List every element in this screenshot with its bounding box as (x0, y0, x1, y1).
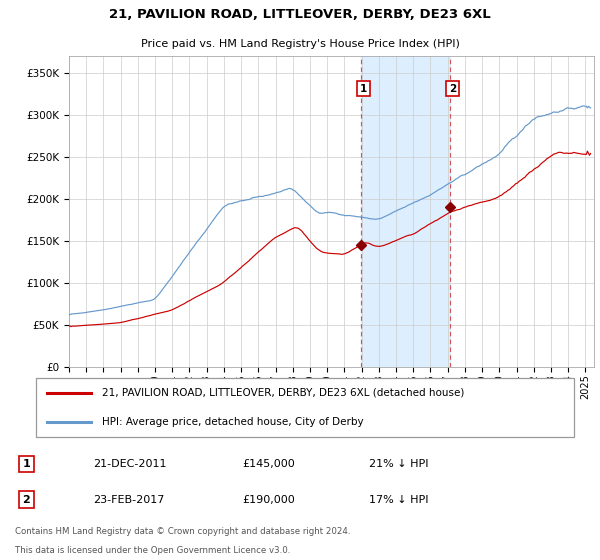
Text: 2: 2 (449, 83, 457, 94)
Text: £145,000: £145,000 (242, 459, 295, 469)
Text: 2: 2 (23, 494, 30, 505)
Text: Contains HM Land Registry data © Crown copyright and database right 2024.: Contains HM Land Registry data © Crown c… (15, 526, 350, 536)
Text: 21, PAVILION ROAD, LITTLEOVER, DERBY, DE23 6XL: 21, PAVILION ROAD, LITTLEOVER, DERBY, DE… (109, 8, 491, 21)
Text: HPI: Average price, detached house, City of Derby: HPI: Average price, detached house, City… (102, 417, 364, 427)
Text: 23-FEB-2017: 23-FEB-2017 (92, 494, 164, 505)
Text: 21-DEC-2011: 21-DEC-2011 (92, 459, 166, 469)
Bar (361, 56, 450, 367)
Text: 1: 1 (23, 459, 30, 469)
FancyBboxPatch shape (35, 378, 574, 437)
Text: This data is licensed under the Open Government Licence v3.0.: This data is licensed under the Open Gov… (15, 547, 290, 556)
Text: 21, PAVILION ROAD, LITTLEOVER, DERBY, DE23 6XL (detached house): 21, PAVILION ROAD, LITTLEOVER, DERBY, DE… (102, 388, 464, 398)
Text: 21% ↓ HPI: 21% ↓ HPI (369, 459, 428, 469)
Text: Price paid vs. HM Land Registry's House Price Index (HPI): Price paid vs. HM Land Registry's House … (140, 39, 460, 49)
Text: 17% ↓ HPI: 17% ↓ HPI (369, 494, 428, 505)
Text: £190,000: £190,000 (242, 494, 295, 505)
Text: 1: 1 (360, 83, 367, 94)
